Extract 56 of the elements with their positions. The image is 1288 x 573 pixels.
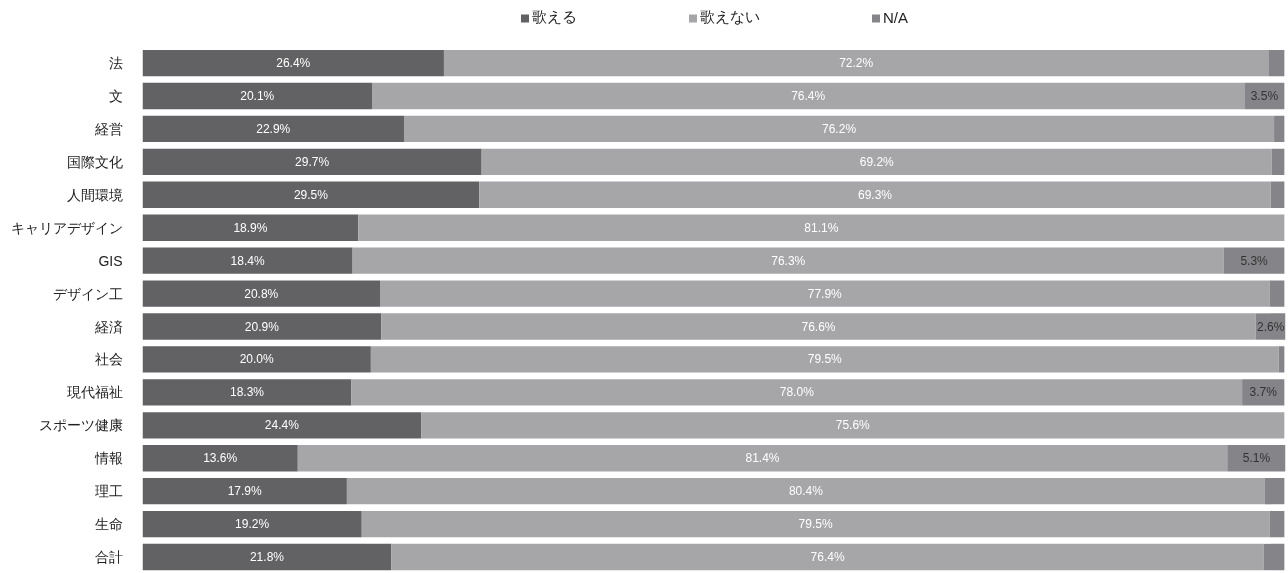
y-tick-label: 社会: [94, 351, 123, 368]
data-label: 80.4%: [788, 484, 824, 499]
data-label: 13.6%: [203, 451, 238, 466]
data-label: 17.9%: [227, 484, 263, 499]
data-label: 20.9%: [244, 319, 280, 334]
data-label: 69.2%: [859, 154, 895, 169]
data-label: 20.1%: [240, 89, 275, 103]
data-label: 21.8%: [249, 550, 285, 565]
data-label: 20.8%: [244, 286, 279, 301]
data-label: 69.3%: [857, 187, 893, 202]
data-label: 72.2%: [839, 56, 874, 71]
data-label: 29.5%: [293, 187, 329, 202]
y-tick-label: 人間環境: [66, 186, 123, 203]
data-label: 78.0%: [779, 385, 815, 400]
y-tick-label: 理工: [94, 483, 123, 500]
y-tick-label: 経済: [93, 318, 123, 335]
y-tick-label: 国際文化: [66, 153, 123, 170]
y-tick-label: GIS: [98, 252, 123, 269]
y-tick-label: スポーツ健康: [38, 417, 123, 434]
y-tick-label: 経営: [93, 120, 123, 137]
data-label: 18.4%: [230, 253, 265, 268]
data-label: 79.5%: [798, 517, 833, 532]
data-label: 76.6%: [801, 319, 836, 334]
data-label: 18.3%: [229, 385, 265, 400]
data-label: 75.6%: [835, 418, 871, 433]
data-label: 2.6%: [1256, 319, 1285, 334]
legend-label: 歌えない: [699, 8, 760, 27]
y-tick-label: キャリアデザイン: [10, 219, 123, 236]
data-label: 76.3%: [771, 253, 806, 268]
data-label: 19.2%: [235, 517, 270, 532]
data-label: 24.4%: [264, 418, 300, 433]
data-label: 81.1%: [804, 220, 839, 235]
y-tick-label: 合計: [94, 549, 123, 566]
data-label: 5.1%: [1242, 451, 1271, 466]
y-tick-label: デザイン工: [52, 285, 123, 302]
data-label: 29.7%: [295, 154, 330, 169]
data-label: 20.0%: [239, 352, 275, 367]
data-label: 3.7%: [1249, 385, 1278, 400]
data-label: 79.5%: [807, 352, 843, 367]
y-tick-label: 生命: [94, 516, 123, 533]
data-label: 5.3%: [1240, 253, 1269, 268]
y-tick-label: 情報: [93, 450, 123, 467]
y-tick-label: 文: [108, 88, 123, 104]
data-label: 18.9%: [233, 220, 268, 235]
data-label: 81.4%: [745, 451, 780, 466]
data-label: 22.9%: [256, 121, 291, 136]
data-label: 76.2%: [822, 121, 857, 136]
y-tick-label: 現代福祉: [66, 384, 123, 401]
y-tick-label: 法: [108, 55, 123, 72]
legend-label: N/A: [882, 9, 909, 26]
data-label: 76.4%: [791, 89, 826, 103]
data-label: 26.4%: [276, 56, 311, 71]
data-label: 76.4%: [810, 550, 845, 565]
legend-label: 歌える: [531, 8, 577, 27]
data-label: 77.9%: [807, 286, 843, 301]
data-label: 3.5%: [1250, 89, 1279, 103]
